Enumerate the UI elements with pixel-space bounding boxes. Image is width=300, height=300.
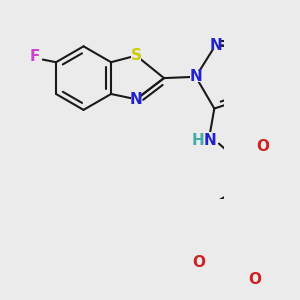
Text: O: O xyxy=(256,140,269,154)
Bar xyxy=(190,71,201,82)
Bar xyxy=(257,142,268,152)
Bar xyxy=(192,256,204,268)
Text: N: N xyxy=(189,69,202,84)
Bar xyxy=(30,52,40,62)
Text: O: O xyxy=(192,255,205,270)
Bar xyxy=(210,40,221,50)
Bar xyxy=(196,132,213,149)
Text: N: N xyxy=(209,38,222,52)
Text: O: O xyxy=(248,272,261,287)
Text: S: S xyxy=(131,48,142,63)
Bar xyxy=(249,273,261,285)
Text: F: F xyxy=(30,50,40,64)
Text: N: N xyxy=(203,133,216,148)
Bar xyxy=(131,94,142,105)
Bar xyxy=(131,50,142,61)
Text: H: H xyxy=(191,133,204,148)
Text: N: N xyxy=(130,92,142,107)
